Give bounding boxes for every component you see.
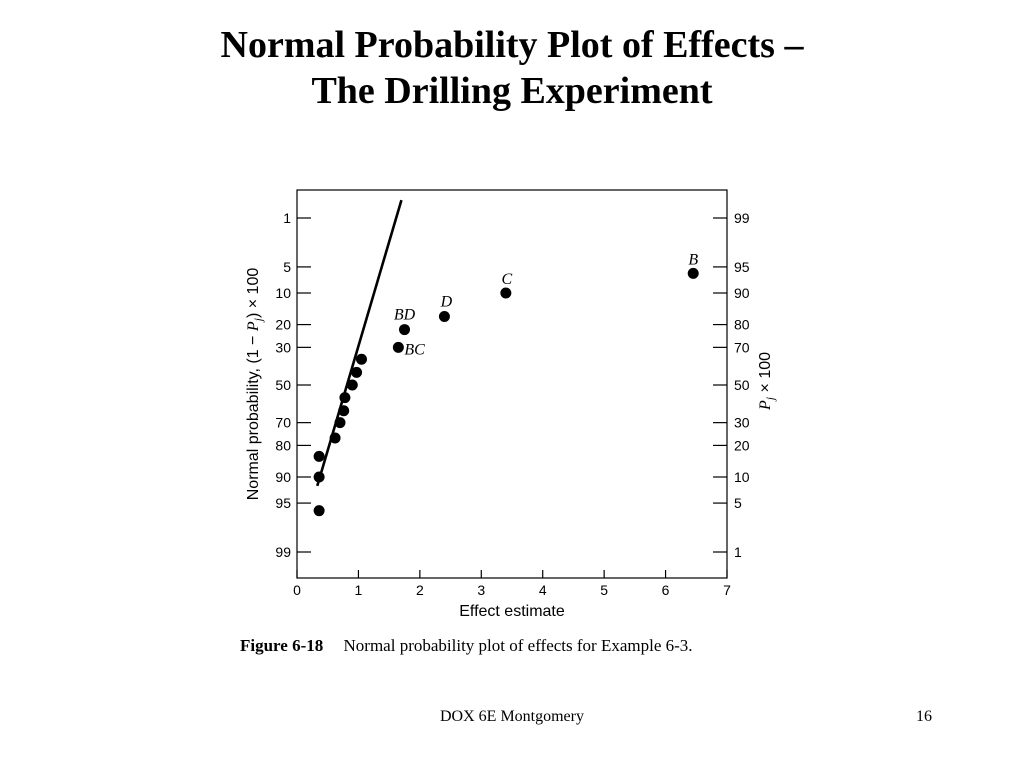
right-tick-label: 70: [734, 339, 750, 355]
data-point: [329, 432, 341, 444]
data-point: [313, 450, 325, 462]
data-point: [339, 392, 351, 404]
x-tick-label: 4: [539, 582, 547, 598]
data-point: [438, 311, 450, 323]
right-tick-label: 10: [734, 469, 750, 485]
data-point: [313, 471, 325, 483]
figure-caption: Figure 6-18 Normal probability plot of e…: [240, 636, 693, 656]
data-point: [334, 417, 346, 429]
right-tick-label: 30: [734, 415, 750, 431]
page-number: 16: [916, 708, 932, 725]
point-label: B: [688, 251, 698, 268]
right-tick-label: 99: [734, 210, 750, 226]
data-point: [313, 505, 325, 517]
x-axis-label: Effect estimate: [459, 603, 565, 620]
right-tick-label: 20: [734, 437, 750, 453]
right-tick-label: 50: [734, 377, 750, 393]
point-label: BD: [394, 307, 416, 324]
left-tick-label: 95: [275, 495, 291, 511]
footer-text: DOX 6E Montgomery: [440, 708, 584, 725]
right-tick-label: 80: [734, 317, 750, 333]
data-point: [399, 324, 410, 336]
x-tick-label: 6: [662, 582, 670, 598]
plot-frame: [296, 189, 728, 579]
left-tick-label: 70: [275, 415, 291, 431]
left-tick-label: 10: [275, 285, 291, 301]
left-axis-ticks: 1 5 10 20 30 50 70 80 90 95 99: [275, 210, 311, 560]
data-point: [346, 379, 358, 391]
left-tick-label: 20: [275, 317, 291, 333]
right-axis-label: Pj × 100: [757, 352, 777, 411]
title-line-1: Normal Probability Plot of Effects –: [220, 24, 804, 66]
point-label: C: [502, 271, 513, 288]
data-point: [351, 366, 363, 378]
left-tick-label: 90: [275, 469, 291, 485]
x-tick-label: 2: [416, 582, 424, 598]
x-tick-label: 5: [600, 582, 608, 598]
right-tick-label: 5: [734, 495, 742, 511]
x-tick-label: 0: [293, 582, 301, 598]
left-tick-label: 80: [275, 437, 291, 453]
data-points: [313, 267, 699, 517]
left-axis-label: Normal probability, (1 − Pj) × 100: [245, 268, 265, 501]
fit-line: [316, 199, 403, 487]
x-axis-ticks: 0 1 2 3 4 5 6 7: [293, 570, 731, 598]
x-tick-label: 1: [355, 582, 363, 598]
data-point: [356, 353, 367, 365]
left-tick-label: 30: [275, 339, 291, 355]
slide-title: Normal Probability Plot of Effects – The…: [0, 22, 1024, 114]
caption-text: Normal probability plot of effects for E…: [343, 636, 693, 655]
normal-probability-plot: 0 1 2 3 4 5 6 7 1 5 10 20 30 50 70 80 90 95 99 99 95 90 80 70…: [245, 189, 777, 620]
right-tick-label: 90: [734, 285, 750, 301]
data-point: [687, 267, 699, 279]
x-tick-label: 7: [723, 582, 731, 598]
point-label: BC: [404, 341, 425, 358]
right-tick-label: 95: [734, 259, 750, 275]
caption-label: Figure 6-18: [240, 636, 324, 655]
right-axis-ticks: 99 95 90 80 70 50 30 20 10 5 1: [713, 210, 750, 560]
point-label: D: [440, 294, 453, 311]
title-line-2: The Drilling Experiment: [311, 70, 713, 112]
left-tick-label: 1: [283, 210, 291, 226]
left-tick-label: 50: [275, 377, 291, 393]
left-tick-label: 99: [275, 544, 291, 560]
right-tick-label: 1: [734, 544, 742, 560]
x-tick-label: 3: [477, 582, 485, 598]
data-point: [392, 341, 404, 353]
data-point: [338, 405, 350, 417]
data-point: [500, 287, 512, 299]
left-tick-label: 5: [283, 259, 291, 275]
